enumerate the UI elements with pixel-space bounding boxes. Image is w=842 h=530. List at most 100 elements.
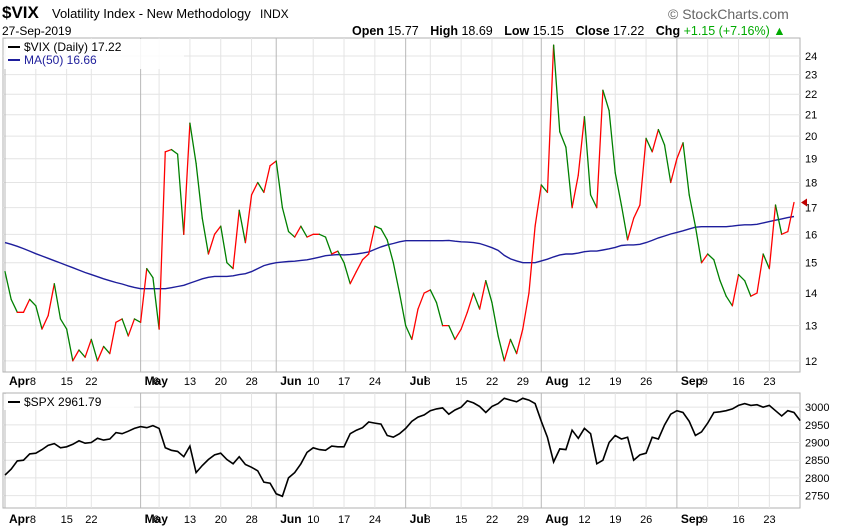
ohlc-readout: Open 15.77 High 18.69 Low 15.15 Close 17… [352, 24, 786, 38]
bottom-y-tick-label: 2950 [805, 420, 829, 432]
top-y-tick-label: 15 [805, 258, 817, 270]
vix-segment [269, 160, 277, 167]
vix-segment [374, 225, 382, 230]
vix-segment [429, 289, 438, 304]
chg-label: Chg [655, 24, 681, 38]
vix-last-marker [801, 198, 807, 207]
vix-segment [435, 301, 444, 327]
top-x-tick-label: 16 [733, 376, 745, 388]
vix-segment [509, 338, 518, 355]
vix-segment [756, 253, 764, 294]
vix-segment [589, 194, 598, 209]
spx-line [4, 397, 801, 498]
vix-segment [454, 328, 462, 341]
vix-segment [361, 253, 370, 261]
vix-segment [41, 314, 49, 330]
vix-segment [534, 184, 542, 227]
vix-segment [688, 194, 697, 227]
vix-segment [115, 318, 123, 323]
vix-segment [207, 233, 216, 255]
vix-segment [719, 280, 727, 297]
vix-segment [65, 328, 74, 362]
vix-segment [96, 345, 105, 362]
vix-segment [602, 89, 610, 112]
ma-legend-label: MA(50) 16.66 [24, 53, 97, 67]
vix-segment [491, 301, 499, 337]
vix-segment [565, 146, 573, 209]
vix-segment [460, 311, 468, 330]
vix-segment [281, 206, 290, 233]
vix-segment [133, 318, 142, 323]
vix-segment [275, 160, 284, 209]
top-x-tick-label: 9 [702, 376, 708, 388]
vix-segment [250, 181, 259, 196]
vix-segment [762, 253, 770, 270]
vix-segment [121, 318, 129, 337]
vix-segment [552, 44, 561, 133]
top-y-tick-label: 23 [805, 70, 817, 82]
vix-segment [682, 142, 690, 196]
vix-segment [626, 217, 635, 241]
close-value: 17.22 [613, 24, 645, 38]
vix-segment [176, 153, 185, 235]
vix-segment [663, 144, 672, 184]
vix-segment [195, 162, 203, 219]
bottom-x-tick-label: 20 [215, 514, 227, 526]
vix-segment [515, 328, 524, 355]
vix-segment [10, 298, 18, 313]
vix-segment [423, 289, 431, 294]
bottom-x-tick-label: 22 [486, 514, 498, 526]
top-x-tick-label: 28 [246, 376, 258, 388]
bottom-x-tick-label: 6 [153, 514, 159, 526]
vix-segment [109, 321, 117, 355]
top-y-tick-label: 19 [805, 154, 817, 166]
top-x-tick-label: 20 [215, 376, 227, 388]
vix-segment [694, 225, 703, 264]
top-legend-bg [4, 39, 184, 69]
vix-segment [102, 345, 111, 355]
chg-value: +1.15 (+7.16%) [683, 24, 770, 38]
vix-segment [620, 204, 629, 241]
bottom-x-tick-label: Aug [545, 512, 568, 526]
bottom-y-tick-label: 2900 [805, 438, 829, 450]
vix-segment [139, 267, 148, 323]
vix-segment [670, 158, 678, 184]
bottom-x-tick-label: 28 [246, 514, 258, 526]
vix-segment [596, 89, 604, 209]
vix-segment [213, 225, 222, 235]
top-y-tick-label: 13 [805, 321, 817, 333]
vix-legend-label: $VIX (Daily) 17.22 [24, 40, 122, 54]
vix-segment [287, 230, 296, 238]
top-x-tick-label: 12 [578, 376, 590, 388]
vix-segment [472, 292, 481, 310]
low-value: 15.15 [532, 24, 564, 38]
vix-segment [59, 318, 68, 330]
vix-segment [713, 259, 721, 282]
bottom-x-tick-label: May [145, 512, 169, 526]
vix-segment [546, 44, 555, 194]
bottom-x-tick-label: Jun [280, 512, 301, 526]
exchange-label: INDX [260, 7, 289, 21]
top-x-tick-label: Apr [9, 374, 30, 388]
top-x-tick-label: 17 [338, 376, 350, 388]
vix-segment [651, 128, 660, 153]
vix-segment [639, 137, 647, 206]
bottom-x-tick-label: 9 [702, 514, 708, 526]
top-x-tick-label: 8 [424, 376, 430, 388]
vix-segment [645, 137, 653, 153]
vix-segment [781, 230, 789, 235]
vix-segment [183, 122, 191, 235]
vix-segment [22, 298, 31, 313]
vix-segment [583, 116, 592, 196]
vix-segment [244, 194, 253, 244]
vix-segment [448, 325, 456, 341]
brand-watermark: © StockCharts.com [668, 6, 789, 22]
vix-segment [152, 276, 160, 330]
vix-segment [238, 209, 247, 244]
top-x-tick-label: 10 [307, 376, 319, 388]
vix-segment [324, 236, 333, 255]
top-y-tick-label: 14 [805, 288, 817, 300]
top-y-tick-label: 12 [805, 356, 817, 368]
vix-segment [47, 283, 55, 317]
bottom-x-tick-label: 23 [763, 514, 775, 526]
